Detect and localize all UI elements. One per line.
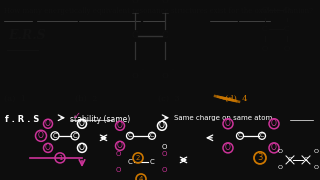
Text: C: C	[162, 31, 168, 40]
Text: O: O	[314, 149, 318, 154]
Text: C: C	[128, 133, 132, 138]
Text: O: O	[271, 143, 277, 152]
Text: O: O	[79, 119, 85, 128]
Text: O: O	[115, 167, 121, 173]
Text: O: O	[225, 143, 231, 152]
Text: O: O	[314, 165, 318, 170]
Text: O: O	[79, 143, 85, 152]
Text: C: C	[52, 133, 57, 139]
Text: C: C	[304, 158, 308, 162]
Text: stability (same): stability (same)	[70, 115, 130, 124]
Text: 3: 3	[257, 153, 263, 162]
Text: f . R . S: f . R . S	[5, 115, 39, 124]
Text: (c)  3: (c) 3	[158, 94, 180, 103]
Text: O: O	[132, 0, 139, 5]
Text: O: O	[271, 119, 277, 128]
Text: O: O	[162, 72, 168, 80]
Text: O: O	[284, 6, 290, 14]
Text: (d)  4: (d) 4	[225, 94, 248, 103]
Text: O: O	[161, 167, 167, 173]
Text: O: O	[277, 149, 283, 154]
Text: C: C	[284, 25, 290, 33]
Text: O: O	[277, 165, 283, 170]
Text: ⁻: ⁻	[170, 68, 174, 74]
Text: C: C	[150, 159, 154, 165]
Text: ✓: ✓	[73, 111, 81, 121]
Text: O: O	[262, 6, 268, 14]
Text: ⁻: ⁻	[291, 0, 293, 3]
Text: C: C	[260, 133, 264, 138]
Text: O: O	[45, 143, 51, 152]
Text: C: C	[132, 31, 139, 40]
Text: 4: 4	[139, 176, 143, 180]
Text: O: O	[262, 45, 268, 53]
Text: O: O	[38, 131, 44, 140]
Text: (a)  1: (a) 1	[4, 94, 26, 103]
Text: E.R.S: E.R.S	[8, 29, 46, 42]
Text: O: O	[45, 119, 51, 128]
Text: 1: 1	[58, 155, 62, 161]
Text: O: O	[162, 0, 168, 5]
Text: C: C	[288, 158, 292, 162]
Text: C: C	[238, 133, 242, 138]
Text: ⁻: ⁻	[140, 68, 144, 74]
Text: O: O	[284, 45, 290, 53]
Text: O: O	[159, 121, 165, 130]
Text: How many energetically equivalent resonance structures exist for the oxalate dia: How many energetically equivalent resona…	[4, 6, 313, 15]
Text: O: O	[117, 121, 123, 130]
Text: O: O	[115, 151, 121, 157]
Text: C: C	[73, 133, 77, 139]
Text: C: C	[150, 133, 154, 138]
Text: O: O	[161, 144, 167, 150]
Text: O: O	[132, 72, 139, 80]
Text: C: C	[128, 159, 132, 165]
Text: O: O	[161, 151, 167, 157]
Text: ⁻: ⁻	[259, 0, 261, 3]
Text: (b)  2: (b) 2	[75, 94, 97, 103]
Text: O: O	[117, 141, 123, 150]
Text: 2: 2	[136, 155, 140, 161]
Text: C: C	[262, 25, 268, 33]
Text: Same charge on same atom: Same charge on same atom	[174, 115, 272, 121]
Text: O: O	[225, 119, 231, 128]
